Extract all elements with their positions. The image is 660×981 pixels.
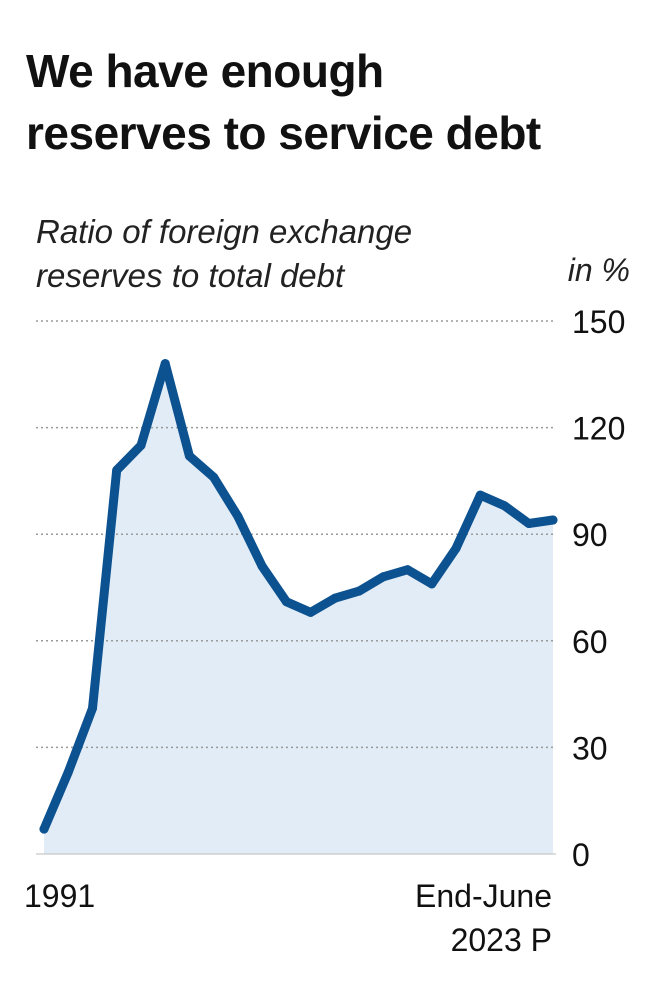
- data-point-12: [330, 593, 340, 603]
- chart-subtitle-line-2: reserves to total debt: [36, 257, 345, 294]
- data-point-15: [403, 565, 413, 575]
- series-line: [39, 359, 558, 834]
- y-tick-label-90: 90: [572, 517, 608, 553]
- data-point-18: [475, 490, 485, 500]
- data-point-3: [112, 465, 122, 475]
- x-axis-start-label: 1991: [24, 878, 96, 914]
- chart-title: We have enough reserves to service debt: [26, 40, 541, 164]
- data-point-16: [427, 579, 437, 589]
- data-point-21: [548, 515, 558, 525]
- data-point-10: [281, 597, 291, 607]
- data-point-17: [451, 543, 461, 553]
- data-point-1: [63, 767, 73, 777]
- data-point-6: [184, 451, 194, 461]
- y-tick-label-150: 150: [572, 304, 625, 340]
- data-point-7: [209, 472, 219, 482]
- data-point-2: [88, 703, 97, 713]
- chart-subtitle: Ratio of foreign exchange reserves to to…: [36, 210, 412, 298]
- x-axis-end-label-line-1: End-June: [415, 878, 552, 914]
- data-point-13: [354, 586, 364, 596]
- y-tick-label-0: 0: [572, 837, 590, 873]
- data-point-0: [39, 824, 49, 834]
- x-axis-end-label-line-2: 2023 P: [450, 922, 552, 958]
- data-point-5: [160, 359, 170, 369]
- data-point-8: [233, 511, 243, 521]
- y-tick-label-120: 120: [572, 411, 625, 447]
- x-axis-end-label: End-June 2023 P: [415, 874, 552, 962]
- data-point-19: [500, 501, 509, 511]
- data-point-4: [136, 440, 146, 450]
- chart-title-line-1: We have enough: [26, 45, 384, 97]
- data-point-9: [257, 561, 267, 571]
- y-axis-unit: in %: [567, 252, 630, 288]
- data-point-14: [378, 572, 388, 582]
- data-point-11: [306, 607, 316, 617]
- y-tick-label-30: 30: [572, 730, 608, 766]
- chart-title-line-2: reserves to service debt: [26, 107, 541, 159]
- chart-subtitle-line-1: Ratio of foreign exchange: [36, 213, 413, 250]
- y-tick-label-60: 60: [572, 624, 608, 660]
- data-point-20: [524, 519, 534, 528]
